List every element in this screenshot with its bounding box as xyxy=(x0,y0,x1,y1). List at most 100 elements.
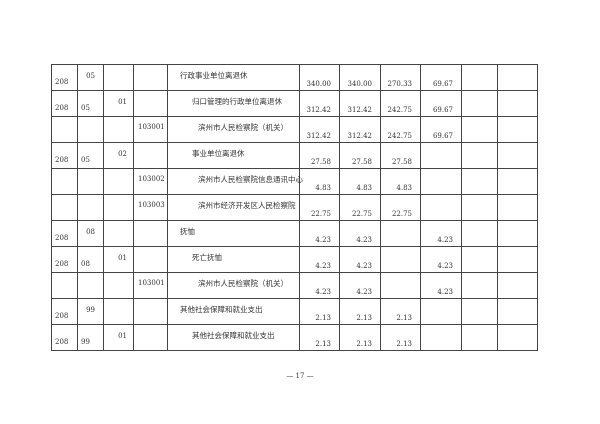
project-value-cell xyxy=(420,194,462,221)
table-row: 103002 滨州市人民检察院信息通讯中心 4.83 4.83 4.83 xyxy=(51,168,538,195)
subtotal-value-cell: 312.42 xyxy=(339,116,381,143)
project-value-cell: 4.23 xyxy=(420,272,462,299)
extra-1-cell xyxy=(461,272,498,299)
total-value-cell: 27.58 xyxy=(299,142,340,169)
total-value: 4.23 xyxy=(315,288,331,296)
basic-value: 27.58 xyxy=(391,158,412,166)
project-value: 4.23 xyxy=(437,236,453,244)
extra-2-cell xyxy=(497,272,538,299)
extra-1-cell xyxy=(461,168,498,195)
unit-code-cell xyxy=(133,246,168,273)
item-code-cell: 08 xyxy=(77,246,104,273)
table-row: 103001 滨州市人民检察院（机关） 4.23 4.23 4.23 xyxy=(51,272,538,299)
class-code-cell xyxy=(51,168,78,195)
table-row: 208 05 行政事业单位离退休 340.00 340.00 270.33 69.67 xyxy=(51,64,538,91)
item-name-cell: 抚恤 xyxy=(167,220,300,247)
class-code: 208 xyxy=(55,260,69,268)
item-name-cell: 滨州市经济开发区人民检察院 xyxy=(167,194,300,221)
basic-value-cell: 242.75 xyxy=(380,90,421,117)
project-value: 69.67 xyxy=(432,132,453,140)
subtotal-value: 4.23 xyxy=(356,262,372,270)
extra-2-cell xyxy=(497,64,538,91)
table-row: 208 99 01 其他社会保障和就业支出 2.13 2.13 2.13 xyxy=(51,324,538,351)
extra-1-cell xyxy=(461,324,498,351)
basic-value: 22.75 xyxy=(391,210,412,218)
extra-1-cell xyxy=(461,64,498,91)
item-name: 归口管理的行政单位离退休 xyxy=(192,97,282,106)
total-value-cell: 312.42 xyxy=(299,116,340,143)
extra-1-cell xyxy=(461,246,498,273)
basic-value-cell xyxy=(380,272,421,299)
extra-2-cell xyxy=(497,298,538,325)
table-row: 103003 滨州市经济开发区人民检察院 22.75 22.75 22.75 xyxy=(51,194,538,221)
subtotal-value-cell: 4.83 xyxy=(339,168,381,195)
item-code-cell xyxy=(77,168,104,195)
item-name-cell: 事业单位离退休 xyxy=(167,142,300,169)
item-name-cell: 其他社会保障和就业支出 xyxy=(167,324,300,351)
total-value: 4.83 xyxy=(315,184,331,192)
table-row: 208 05 01 归口管理的行政单位离退休 312.42 312.42 242.75 69.… xyxy=(51,90,538,117)
unit-code-cell xyxy=(133,324,168,351)
total-value: 312.42 xyxy=(306,106,332,114)
basic-value: 270.33 xyxy=(387,80,413,88)
extra-1-cell xyxy=(461,194,498,221)
total-value: 2.13 xyxy=(315,340,331,348)
class-code: 208 xyxy=(55,78,69,86)
item-name: 行政事业单位离退休 xyxy=(180,71,248,80)
subtotal-value: 4.83 xyxy=(356,184,372,192)
project-value-cell: 4.23 xyxy=(420,220,462,247)
subitem-code-cell xyxy=(103,194,134,221)
total-value-cell: 2.13 xyxy=(299,298,340,325)
extra-1-cell xyxy=(461,298,498,325)
unit-code-cell: 103001 xyxy=(133,272,168,299)
extra-1-cell xyxy=(461,142,498,169)
class-code-cell: 208 xyxy=(51,90,78,117)
budget-table: 208 05 行政事业单位离退休 340.00 340.00 270.33 69.67 208… xyxy=(51,64,538,351)
extra-2-cell xyxy=(497,220,538,247)
table-row: 208 99 其他社会保障和就业支出 2.13 2.13 2.13 xyxy=(51,298,538,325)
unit-code-cell xyxy=(133,64,168,91)
item-name-cell: 其他社会保障和就业支出 xyxy=(167,298,300,325)
item-name-cell: 滨州市人民检察院（机关） xyxy=(167,272,300,299)
subtotal-value-cell: 22.75 xyxy=(339,194,381,221)
subtotal-value-cell: 2.13 xyxy=(339,324,381,351)
item-code: 05 xyxy=(86,72,95,80)
item-name: 其他社会保障和就业支出 xyxy=(180,305,263,314)
item-name: 抚恤 xyxy=(180,227,195,236)
subtotal-value-cell: 4.23 xyxy=(339,220,381,247)
extra-1-cell xyxy=(461,116,498,143)
class-code: 208 xyxy=(55,104,69,112)
class-code-cell: 208 xyxy=(51,220,78,247)
item-name-cell: 滨州市人民检察院（机关） xyxy=(167,116,300,143)
unit-code-cell xyxy=(133,90,168,117)
subitem-code: 01 xyxy=(118,332,127,340)
total-value-cell: 340.00 xyxy=(299,64,340,91)
item-name: 死亡抚恤 xyxy=(192,253,222,262)
total-value: 340.00 xyxy=(306,80,332,88)
table-row: 208 08 抚恤 4.23 4.23 4.23 xyxy=(51,220,538,247)
basic-value-cell: 4.83 xyxy=(380,168,421,195)
subitem-code: 02 xyxy=(118,150,127,158)
project-value-cell xyxy=(420,298,462,325)
basic-value-cell: 2.13 xyxy=(380,298,421,325)
subtotal-value-cell: 27.58 xyxy=(339,142,381,169)
subtotal-value: 4.23 xyxy=(356,288,372,296)
item-code: 05 xyxy=(81,104,90,112)
class-code: 208 xyxy=(55,338,69,346)
subtotal-value-cell: 312.42 xyxy=(339,90,381,117)
basic-value-cell xyxy=(380,246,421,273)
subtotal-value: 312.42 xyxy=(347,106,373,114)
item-name: 事业单位离退休 xyxy=(192,149,245,158)
subtotal-value-cell: 340.00 xyxy=(339,64,381,91)
subitem-code-cell: 02 xyxy=(103,142,134,169)
subtotal-value-cell: 4.23 xyxy=(339,246,381,273)
project-value-cell xyxy=(420,168,462,195)
subtotal-value: 27.58 xyxy=(351,158,372,166)
total-value-cell: 4.23 xyxy=(299,272,340,299)
basic-value: 2.13 xyxy=(396,340,412,348)
subitem-code-cell: 01 xyxy=(103,324,134,351)
project-value-cell: 69.67 xyxy=(420,116,462,143)
subtotal-value: 2.13 xyxy=(356,314,372,322)
item-name: 滨州市人民检察院（机关） xyxy=(198,123,288,132)
basic-value-cell: 242.75 xyxy=(380,116,421,143)
